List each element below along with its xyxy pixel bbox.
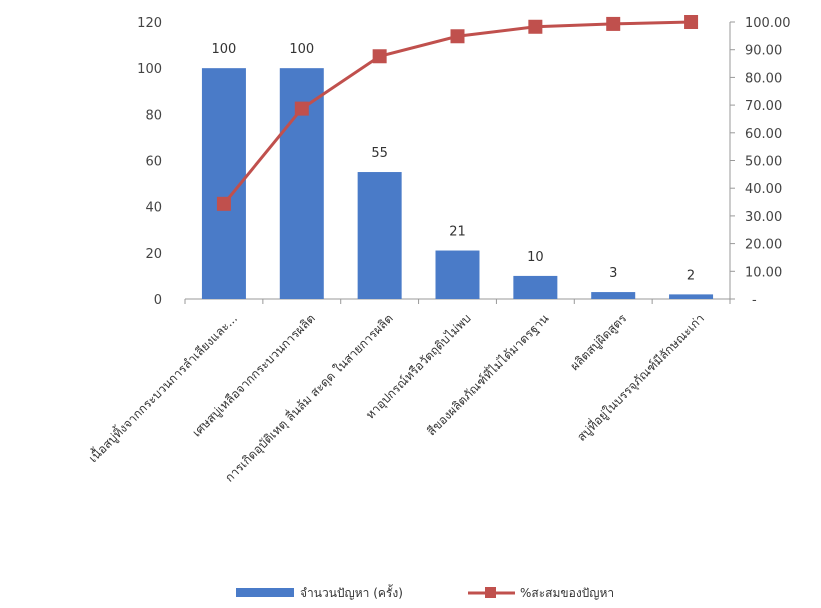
category-label: การเกิดอุบัติเหตุ ลื่นล้ม สะดุด ในสายการ… (221, 310, 397, 486)
cumulative-point (684, 15, 699, 29)
bar (591, 292, 636, 299)
bar-value-label: 21 (449, 225, 466, 240)
legend-line-marker (485, 587, 496, 598)
y-right-tick-label: 50.00 (745, 155, 782, 170)
chart-axes: 0 20 40 60 80 100 120 - 10.00 20.00 30.00 40.00 50.0… (137, 16, 790, 308)
y-left-tick-label: 60 (145, 155, 162, 170)
bar (513, 275, 558, 299)
bar-value-label: 10 (527, 250, 544, 265)
legend-bar-swatch (236, 588, 294, 597)
bar-series (201, 68, 714, 300)
y-right-tick-label: - (752, 293, 757, 308)
y-right-tick-label: 30.00 (745, 210, 782, 225)
cumulative-point (216, 196, 231, 211)
bar-value-label: 100 (289, 42, 314, 57)
bar-value-label: 3 (609, 266, 617, 281)
y-left-tick-label: 100 (137, 62, 162, 77)
y-left-tick-label: 120 (137, 16, 162, 31)
category-label: เศษสบู่เหลือจากกระบวนการผลิต (190, 311, 319, 440)
y-right-tick-label: 60.00 (745, 127, 782, 142)
cumulative-point (372, 49, 387, 64)
y-left-tick-label: 80 (145, 108, 162, 123)
y-right-tick-label: 10.00 (745, 265, 782, 280)
cumulative-point (606, 16, 621, 31)
bar-value-label: 100 (212, 42, 237, 57)
legend-line-label: %สะสมของปัญหา (520, 586, 614, 600)
y-right-tick-label: 40.00 (745, 182, 782, 197)
category-labels: เนื้อสบู่ทิ้งจากกระบวนการลำเลียงและ...เศ… (85, 310, 708, 486)
cumulative-point (528, 19, 543, 34)
y-right-tick-label: 100.00 (745, 16, 791, 31)
category-label: ผลิตสบู่ผิดสูตร (567, 311, 630, 374)
y-right-tick-label: 70.00 (745, 99, 782, 114)
bar (357, 172, 402, 299)
cumulative-point (294, 101, 309, 116)
category-label: เนื้อสบู่ทิ้งจากกระบวนการลำเลียงและ... (85, 310, 241, 466)
legend: จำนวนปัญหา (ครั้ง) %สะสมของปัญหา (236, 584, 614, 600)
y-right-tick-label: 90.00 (745, 44, 782, 59)
bar-value-label: 55 (371, 146, 388, 161)
legend-bar-label: จำนวนปัญหา (ครั้ง) (300, 584, 403, 600)
cumulative-line-series (216, 15, 699, 211)
y-left-tick-label: 20 (145, 247, 162, 262)
data-labels: 100 100 55 21 10 3 2 (212, 42, 696, 283)
bar (435, 250, 480, 299)
cumulative-point (450, 29, 465, 44)
y-left-tick-label: 0 (154, 293, 162, 308)
y-left-tick-label: 40 (145, 201, 162, 216)
bar (669, 294, 714, 299)
category-label: สบู่ที่อยู่ในบรรจุภัณฑ์มีลักษณะเก่า (573, 310, 708, 445)
y-right-tick-label: 80.00 (745, 71, 782, 86)
category-label: สีของผลิตภัณฑ์ที่ไม่ได้มาตรฐาน (423, 310, 552, 439)
bar-value-label: 2 (687, 268, 695, 283)
y-right-tick-label: 20.00 (745, 238, 782, 253)
